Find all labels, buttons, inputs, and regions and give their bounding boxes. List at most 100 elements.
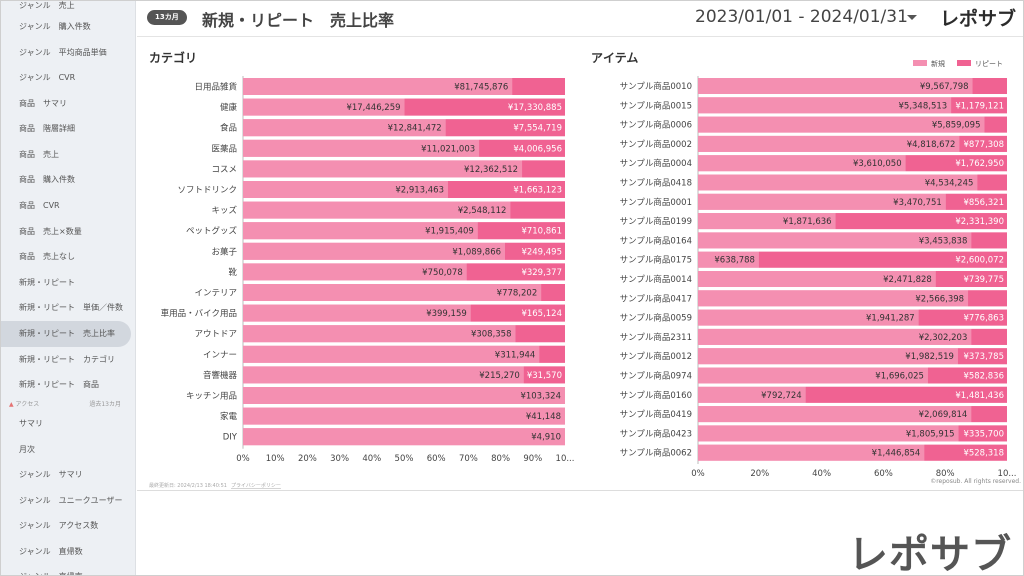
bar-repeat-1-5 [977, 174, 1007, 191]
category-label-1-14: サンプル商品0012 [620, 351, 692, 362]
value-label-new-1-5: ¥4,534,245 [925, 179, 974, 189]
sidebar-item-0[interactable]: ジャンル 売上 [19, 1, 75, 10]
sidebar-item-16[interactable]: サマリ [19, 419, 43, 428]
value-label-new-1-8: ¥3,453,838 [919, 236, 968, 246]
value-label-new-0-14: ¥215,270 [479, 371, 520, 381]
category-label-0-9: 靴 [228, 267, 237, 278]
sidebar-item-10[interactable]: 商品 売上なし [19, 252, 75, 261]
category-label-1-16: サンプル商品0160 [620, 390, 692, 401]
last-updated: 最終更新日: 2024/2/13 18:40:51 [149, 482, 227, 489]
chevron-down-icon[interactable] [907, 15, 917, 20]
sidebar-item-5[interactable]: 商品 階層詳細 [19, 124, 75, 133]
bar-new-1-17 [698, 406, 972, 423]
value-label-repeat-1-3: ¥877,308 [963, 140, 1004, 150]
privacy-link: プライバシーポリシー [231, 482, 281, 489]
value-label-new-1-1: ¥5,348,513 [899, 101, 948, 111]
bar-new-0-11 [243, 304, 471, 322]
bar-repeat-0-12 [515, 325, 565, 343]
category-label-0-11: 車用品・バイク用品 [161, 308, 237, 319]
value-label-new-0-6: ¥2,548,112 [458, 206, 507, 216]
bar-new-0-9 [243, 263, 467, 281]
category-label-1-3: サンプル商品0002 [620, 139, 692, 150]
value-label-new-1-15: ¥1,696,025 [875, 372, 924, 382]
bar-repeat-1-2 [984, 116, 1007, 133]
sidebar-item-1[interactable]: ジャンル 購入件数 [19, 22, 91, 31]
value-label-new-1-14: ¥1,982,519 [905, 352, 954, 362]
sidebar-item-2[interactable]: ジャンル 平均商品単価 [19, 48, 107, 57]
value-label-repeat-1-14: ¥373,785 [963, 352, 1004, 362]
sidebar-item-21[interactable]: ジャンル 直帰数 [19, 547, 83, 556]
bar-repeat-1-16 [805, 386, 1007, 403]
x-tick-0-1: 10% [266, 454, 285, 464]
sidebar-item-17[interactable]: 月次 [19, 445, 35, 454]
legend-label-repeat: リピート [975, 60, 1003, 68]
value-label-repeat-1-18: ¥335,700 [963, 429, 1004, 439]
category-label-0-12: アウトドア [194, 330, 237, 340]
category-label-1-0: サンプル商品0010 [620, 81, 692, 92]
category-label-1-5: サンプル商品0418 [620, 178, 692, 189]
sidebar-item-7[interactable]: 商品 購入件数 [19, 175, 75, 184]
bar-new-1-6 [698, 193, 946, 210]
watermark-logo: レポサブ [848, 532, 1012, 576]
value-label-repeat-1-9: ¥2,600,072 [955, 256, 1004, 266]
value-label-repeat-1-1: ¥1,179,121 [955, 101, 1004, 111]
category-label-0-1: 健康 [220, 102, 238, 113]
sidebar-item-3[interactable]: ジャンル CVR [19, 73, 76, 82]
category-label-0-13: インナー [203, 350, 237, 360]
bar-new-1-4 [698, 155, 906, 172]
sidebar-item-22[interactable]: ジャンル 直帰率 [1, 564, 135, 575]
value-label-repeat-0-9: ¥329,377 [521, 268, 562, 278]
sidebar-item-6[interactable]: 商品 売上 [19, 150, 59, 159]
page-header: 13カ月 新規・リピート 売上比率 2023/01/01 - 2024/01/3… [137, 1, 1023, 37]
x-tick-0-2: 20% [298, 454, 317, 464]
bar-repeat-1-14 [957, 348, 1007, 365]
sidebar-item-8[interactable]: 商品 CVR [19, 201, 60, 210]
sidebar-item-12[interactable]: 新規・リピート 単価／件数 [19, 303, 123, 312]
value-label-repeat-1-4: ¥1,762,950 [955, 159, 1004, 169]
category-label-1-12: サンプル商品0059 [620, 313, 692, 324]
date-range-selector[interactable]: 2023/01/01 - 2024/01/31 [695, 7, 908, 27]
category-label-0-2: 食品 [220, 123, 237, 134]
section-period: 過去13カ月 [89, 401, 121, 408]
x-tick-0-0: 0% [236, 454, 250, 464]
category-label-0-17: DIY [223, 433, 238, 443]
bar-new-0-8 [243, 242, 506, 260]
value-label-new-1-12: ¥1,941,287 [866, 314, 915, 324]
bar-new-1-13 [698, 328, 972, 345]
bar-new-1-11 [698, 290, 969, 307]
category-label-1-6: サンプル商品0001 [620, 197, 692, 208]
bar-new-1-19 [698, 444, 925, 461]
sidebar-item-20[interactable]: ジャンル アクセス数 [19, 521, 99, 530]
value-label-new-0-1: ¥17,446,259 [346, 103, 400, 113]
value-label-new-0-9: ¥750,078 [422, 268, 463, 278]
category-label-0-16: 家電 [220, 411, 238, 422]
value-label-repeat-1-15: ¥582,836 [963, 372, 1004, 382]
sidebar-item-4[interactable]: 商品 サマリ [19, 99, 67, 108]
category-label-0-6: キッズ [211, 205, 237, 216]
sidebar-item-14[interactable]: 新規・リピート カテゴリ [19, 355, 115, 364]
category-label-0-4: コスメ [211, 165, 237, 175]
category-label-1-15: サンプル商品0974 [620, 371, 692, 382]
sidebar-item-15[interactable]: 新規・リピート 商品 [19, 380, 99, 389]
sidebar-item-9[interactable]: 商品 売上×数量 [19, 227, 82, 236]
legend-swatch-repeat [957, 60, 971, 66]
sidebar-item-18[interactable]: ジャンル サマリ [19, 470, 83, 479]
bar-new-0-16 [243, 407, 565, 425]
x-tick-1-2: 40% [812, 469, 831, 479]
sidebar-item-11[interactable]: 新規・リピート [19, 278, 75, 287]
sidebar-item-19[interactable]: ジャンル ユニークユーザー [19, 496, 123, 505]
bar-repeat-0-11 [470, 304, 565, 322]
bar-repeat-0-0 [512, 78, 565, 95]
bar-new-1-16 [698, 386, 806, 403]
bar-new-1-15 [698, 367, 928, 384]
value-label-repeat-1-7: ¥2,331,390 [955, 217, 1004, 227]
x-tick-1-4: 80% [936, 469, 955, 479]
bar-repeat-1-6 [945, 193, 1007, 210]
bar-new-0-17 [243, 428, 565, 446]
value-label-repeat-0-8: ¥249,495 [521, 247, 562, 257]
bar-new-0-1 [243, 98, 405, 116]
x-tick-0-8: 80% [491, 454, 510, 464]
sidebar-item-13[interactable]: 新規・リピート 売上比率 [1, 321, 131, 347]
bar-repeat-0-7 [477, 222, 565, 240]
